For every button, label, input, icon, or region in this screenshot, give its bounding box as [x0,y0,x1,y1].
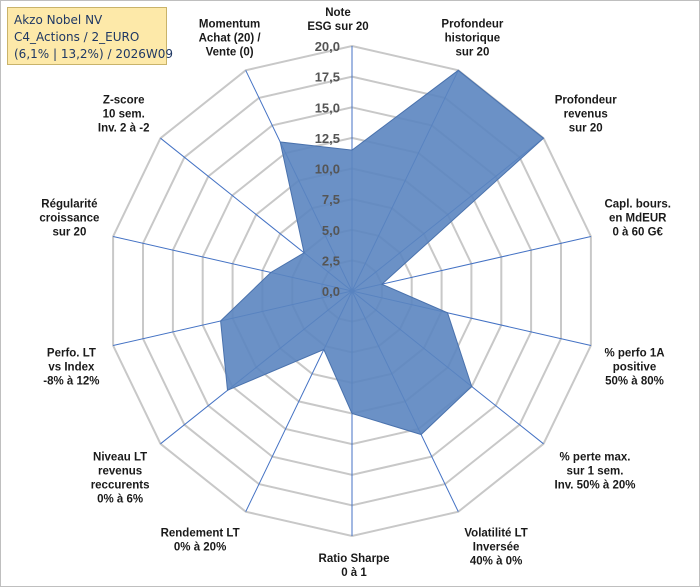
axis-label: Rendement LT 0% à 20% [161,527,240,553]
axis-label: % perfo 1A positive 50% à 80% [604,348,664,388]
axis-label: % perte max. sur 1 sem. Inv. 50% à 20% [555,452,636,492]
tick-label: 0,0 [322,284,340,299]
axis-label: Z-score 10 sem. Inv. 2 à -2 [98,95,150,135]
axis-label: Perfo. LT vs Index -8% à 12% [43,348,99,388]
axis-label: Momentum Achat (20) / Vente (0) [199,19,262,59]
radar-tick-labels: 0,0 2,5 5,0 7,5 10,0 12,5 15,0 17,5 20,0 [315,39,340,299]
axis-label: Profondeur historique sur 20 [441,19,503,59]
axis-label: Niveau LT revenus reccurents 0% à 6% [91,452,150,506]
axis-label: Volatilité LT Inversée 40% à 0% [464,527,527,567]
radar-series [220,69,545,436]
radar-axis-labels: Note ESG sur 20 Profondeur historique sur 20… [39,7,671,579]
chart-title: Akzo Nobel NV [14,13,103,27]
axis-label: Note ESG sur 20 [307,7,368,33]
chart-subtitle-period: (6,1% | 13,2%) / 2026W09 [14,47,173,61]
axis-label: Régularité croissance sur 20 [39,198,99,238]
tick-label: 12,5 [315,131,340,146]
tick-label: 5,0 [322,223,340,238]
chart-subtitle-category: C4_Actions / 2_EURO [14,30,140,44]
axis-label: Ratio Sharpe 0 à 1 [319,553,390,579]
tick-label: 20,0 [315,39,340,54]
tick-label: 15,0 [315,100,340,115]
tick-label: 7,5 [322,192,340,207]
axis-label: Profondeur revenus sur 20 [555,95,617,135]
axis-label: Capl. bours. en MdEUR 0 à 60 G€ [604,198,670,238]
tick-label: 10,0 [315,162,340,177]
chart-title-box: Akzo Nobel NV C4_Actions / 2_EURO (6,1% … [7,7,173,65]
tick-label: 2,5 [322,253,340,268]
tick-label: 17,5 [315,70,340,85]
radar-spoke [351,236,592,292]
radar-series-area [220,69,545,436]
